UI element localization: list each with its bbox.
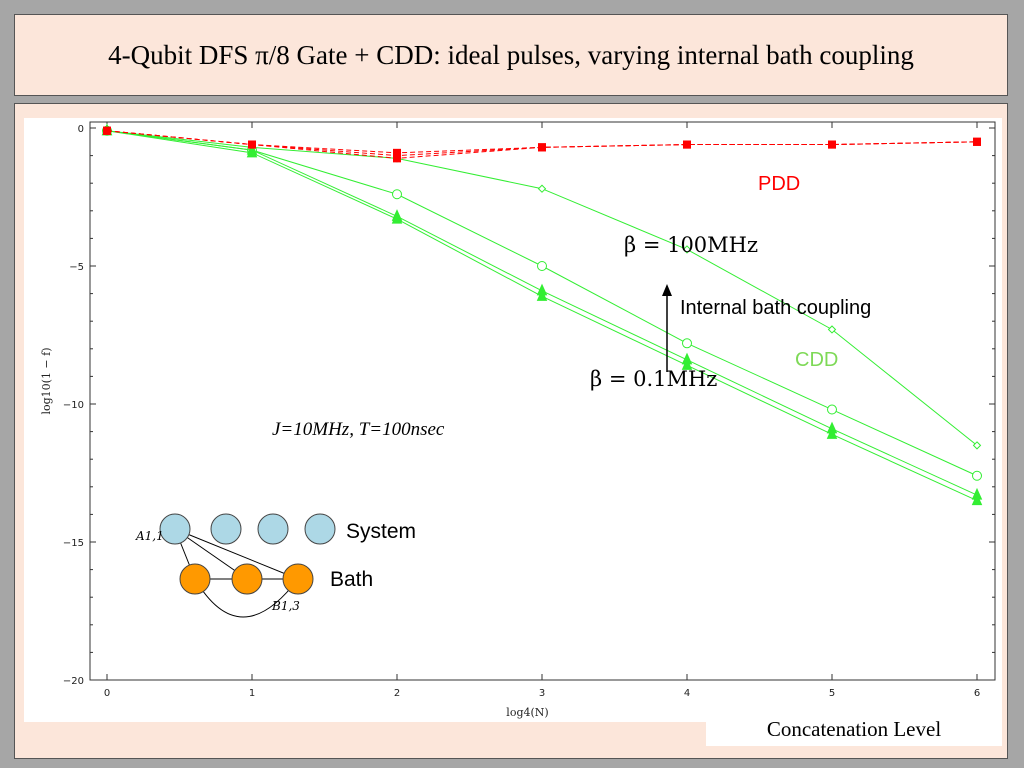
data-point [827, 325, 837, 334]
bath-label: Bath [330, 568, 373, 591]
data-point [682, 338, 692, 349]
b-label: B1,3 [271, 599, 300, 613]
y-axis-label: log10(1 − f) [40, 347, 53, 414]
system-qubit [210, 513, 242, 545]
data-point [393, 154, 401, 163]
coupling-line [174, 528, 299, 580]
system-label: System [346, 520, 416, 543]
x-tick-label: 2 [394, 688, 400, 699]
series-pdd-4 [103, 126, 981, 157]
x-tick-label: 6 [974, 688, 980, 699]
plot-frame [89, 121, 996, 681]
y-tick-label: −15 [63, 538, 84, 549]
chart-annotations: PDD CDD β = 100MHz β = 0.1MHz Internal b… [272, 173, 871, 440]
chart-axes: 0 1 2 3 4 5 6 0 −5 −10 −15 −20 log4(N) log10(1 − f) [40, 121, 996, 719]
y-tick-label: −10 [63, 400, 84, 411]
x-tick-label: 0 [104, 688, 110, 699]
data-point [973, 137, 981, 146]
title-box: 4-Qubit DFS π/8 Gate + CDD: ideal pulses… [14, 14, 1008, 96]
x-tick-label: 4 [684, 688, 690, 699]
data-point [972, 470, 982, 481]
series-pdd-6 [103, 126, 981, 163]
system-qubit [304, 513, 336, 545]
data-point [246, 145, 258, 158]
data-point [826, 427, 838, 439]
x-tick-label: 3 [539, 688, 545, 699]
bath-spin [179, 563, 211, 595]
data-point [827, 404, 837, 415]
bath-spin [282, 563, 314, 595]
data-point [682, 245, 692, 254]
data-point [392, 189, 402, 200]
plot-background [24, 118, 1002, 722]
data-point [248, 140, 256, 149]
y-tick-label: 0 [78, 124, 84, 135]
data-point [537, 261, 547, 271]
coupling-arrow-head [662, 284, 672, 296]
x-axis-label: log4(N) [506, 706, 548, 719]
bath-arc [194, 578, 299, 618]
data-point [103, 126, 111, 135]
caption-box: Concatenation Level [706, 712, 1002, 746]
params-label: J=10MHz, T=100nsec [272, 419, 445, 440]
x-tick-label: 1 [249, 688, 255, 699]
system-qubit [159, 513, 191, 545]
system-qubit [257, 513, 289, 545]
bath-spin [231, 563, 263, 595]
data-point [972, 441, 982, 450]
chart-series-layer [101, 123, 983, 506]
cdd-label: CDD [795, 349, 838, 371]
data-point [828, 140, 836, 149]
data-point [681, 358, 693, 370]
system-bath-diagram: System Bath A1,1 B1,3 [135, 513, 416, 618]
arrow-label: Internal bath coupling [680, 297, 871, 319]
series-cdd-3 [101, 123, 983, 506]
data-point [537, 184, 547, 193]
y-tick-label: −20 [63, 676, 84, 687]
beta-high-label: β = 100MHz [624, 233, 758, 257]
slide-title: 4-Qubit DFS π/8 Gate + CDD: ideal pulses… [108, 39, 914, 70]
y-tick-label: −5 [69, 262, 84, 273]
data-point [391, 211, 403, 224]
pdd-label: PDD [758, 173, 800, 195]
x-tick-label: 5 [829, 688, 835, 699]
data-point [683, 140, 691, 149]
caption-text: Concatenation Level [766, 716, 942, 741]
data-point [538, 143, 546, 152]
data-point [971, 493, 983, 506]
data-point [536, 289, 548, 301]
a-label: A1,1 [135, 529, 164, 543]
beta-low-label: β = 0.1MHz [590, 367, 717, 391]
